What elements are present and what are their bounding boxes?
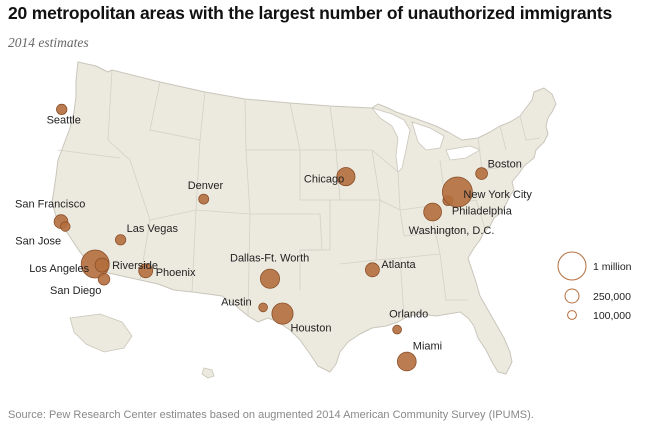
bubble-dallas-ft-worth — [259, 268, 280, 289]
source-note: Source: Pew Research Center estimates ba… — [8, 409, 534, 421]
bubble-las-vegas — [115, 234, 127, 246]
bubble-miami — [396, 351, 417, 372]
bubble-seattle — [56, 103, 68, 116]
bubble-washington-d-c — [423, 202, 442, 222]
alaska-hint — [69, 313, 133, 353]
label-atlanta: Atlanta — [381, 259, 416, 271]
bubble-austin — [258, 302, 268, 313]
bubble-denver — [198, 193, 210, 205]
bubble-san-diego — [97, 273, 111, 286]
legend-label-100-000: 100,000 — [593, 310, 631, 322]
label-riverside: Riverside — [112, 260, 158, 272]
bubble-san-jose — [60, 221, 71, 232]
label-san-jose: San Jose — [15, 236, 61, 248]
label-houston: Houston — [291, 323, 332, 335]
bubble-chicago — [336, 167, 356, 187]
legend-circle-250-000 — [564, 288, 580, 304]
legend-label-250-000: 250,000 — [593, 291, 631, 303]
hawaii-hint — [201, 367, 215, 379]
label-las-vegas: Las Vegas — [127, 223, 179, 235]
label-seattle: Seattle — [47, 114, 81, 126]
bubbles — [53, 103, 488, 372]
label-orlando: Orlando — [389, 309, 428, 321]
bubble-riverside — [94, 257, 110, 273]
chart-subtitle: 2014 estimates — [8, 35, 89, 50]
label-phoenix: Phoenix — [156, 267, 196, 279]
legend-circle-1-million — [557, 251, 587, 281]
label-boston: Boston — [488, 159, 522, 171]
label-austin: Austin — [221, 296, 252, 308]
label-los-angeles: Los Angeles — [29, 263, 89, 275]
legend-label-1-million: 1 million — [593, 261, 632, 273]
label-miami: Miami — [413, 341, 442, 353]
label-denver: Denver — [188, 180, 224, 192]
chart-title: 20 metropolitan areas with the largest n… — [8, 3, 613, 23]
label-new-york-city: New York City — [463, 189, 532, 201]
label-washington-d-c: Washington, D.C. — [409, 225, 495, 237]
legend: 1 million 250,000 100,000 — [557, 251, 632, 322]
great-lakes — [370, 107, 481, 173]
label-san-diego: San Diego — [50, 285, 101, 297]
label-philadelphia: Philadelphia — [452, 206, 513, 218]
city-labels: Seattle San Francisco San Jose Los Angeles R… — [15, 114, 532, 352]
legend-circle-100-000 — [567, 310, 577, 320]
label-dallas-ft-worth: Dallas-Ft. Worth — [230, 253, 309, 265]
bubble-new-york-city — [441, 176, 473, 208]
label-chicago: Chicago — [304, 174, 344, 186]
bubble-orlando — [392, 324, 402, 335]
state-borders — [57, 69, 541, 317]
us-land — [51, 61, 557, 379]
bubble-atlanta — [364, 262, 380, 278]
bubble-phoenix — [138, 263, 154, 279]
label-san-francisco: San Francisco — [15, 199, 85, 211]
bubble-houston — [271, 302, 294, 325]
bubble-boston — [475, 167, 488, 180]
